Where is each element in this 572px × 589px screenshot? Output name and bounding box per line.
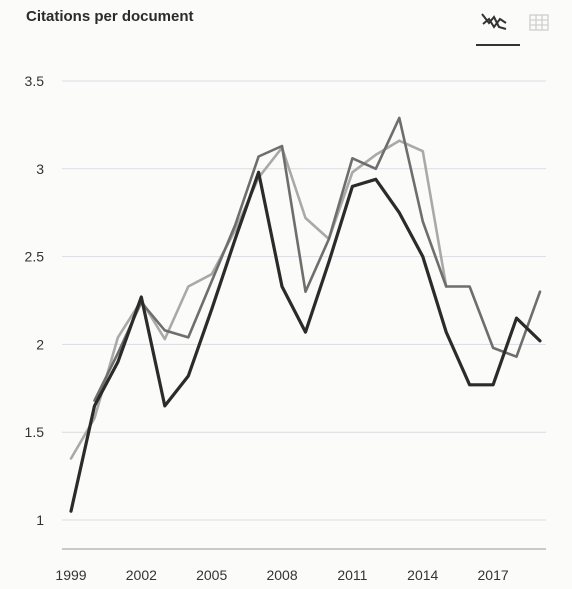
chart-title: Citations per document bbox=[26, 8, 194, 25]
table-icon[interactable] bbox=[522, 6, 556, 40]
x-tick-label: 2011 bbox=[337, 567, 367, 583]
series-line-3 bbox=[69, 139, 448, 460]
series-line-2 bbox=[93, 116, 542, 402]
y-tick-label: 1 bbox=[36, 512, 44, 528]
x-tick-label: 1999 bbox=[55, 567, 86, 583]
y-tick-label: 2.5 bbox=[25, 249, 45, 265]
series-lines bbox=[69, 116, 542, 513]
y-tick-label: 2 bbox=[36, 336, 44, 352]
series-line-1 bbox=[69, 170, 542, 513]
x-tick-label: 2017 bbox=[478, 567, 509, 583]
y-tick-label: 3.5 bbox=[25, 73, 45, 89]
y-tick-label: 3 bbox=[36, 161, 44, 177]
y-axis-ticks: 1 1.5 2 2.5 3 3.5 bbox=[25, 73, 45, 528]
x-axis-ticks: 1999 2002 2005 2008 2011 2014 2017 bbox=[55, 567, 508, 583]
x-tick-label: 2008 bbox=[266, 567, 297, 583]
x-tick-label: 2005 bbox=[196, 567, 227, 583]
line-chart-icon[interactable] bbox=[478, 6, 512, 40]
active-view-indicator bbox=[476, 44, 520, 46]
view-toggle bbox=[474, 6, 566, 46]
x-tick-label: 2002 bbox=[126, 567, 157, 583]
x-tick-label: 2014 bbox=[407, 567, 438, 583]
gridlines bbox=[62, 80, 546, 521]
y-tick-label: 1.5 bbox=[25, 424, 45, 440]
